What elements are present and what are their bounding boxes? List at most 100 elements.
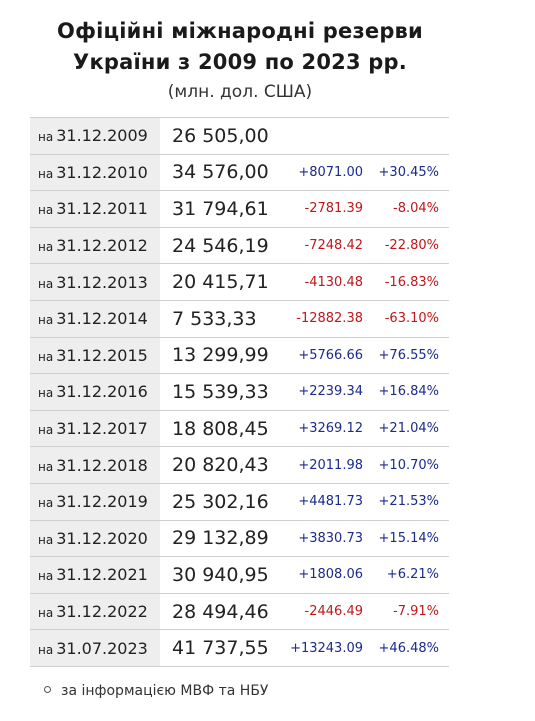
date-cell: на 31.12.2009 (30, 117, 160, 155)
table-row: на 31.12.2017 18 808,45 +3269.12 +21.04% (30, 410, 449, 447)
table-row: на 31.12.2022 28 494,46 -2446.49 -7.91% (30, 593, 449, 630)
reserve-value: 18 808,45 (172, 417, 269, 440)
date-value: 31.12.2013 (56, 272, 148, 292)
reserve-value: 15 539,33 (172, 380, 269, 403)
table-row: на 31.12.2010 34 576,00 +8071.00 +30.45% (30, 154, 449, 191)
change-absolute: +4481.73 (298, 494, 363, 510)
table-row: на 31.12.2009 26 505,00 (30, 117, 449, 155)
reserve-value: 31 794,61 (172, 197, 269, 220)
reserve-value: 29 132,89 (172, 527, 269, 550)
date-value: 31.12.2016 (56, 382, 148, 402)
change-percent: +76.55% (378, 347, 439, 363)
date-value: 31.12.2017 (56, 419, 148, 439)
table-row: на 31.12.2011 31 794,61 -2781.39 -8.04% (30, 190, 449, 228)
page-title-line-2: України з 2009 по 2023 рр. (73, 50, 407, 74)
table-row: на 31.07.2023 41 737,55 +13243.09 +46.48% (30, 629, 449, 667)
change-percent: -8.04% (393, 201, 439, 217)
date-cell: на 31.12.2017 (30, 410, 160, 447)
date-cell: на 31.12.2021 (30, 556, 160, 594)
reserve-value: 13 299,99 (172, 344, 269, 367)
date-prefix: на (38, 532, 54, 547)
date-cell: на 31.12.2013 (30, 263, 160, 301)
reserve-value: 7 533,33 (172, 307, 257, 330)
change-absolute (272, 118, 365, 155)
change-percent: +16.84% (378, 384, 439, 400)
change-percent (365, 118, 449, 155)
date-prefix: на (38, 313, 54, 328)
table-row: на 31.12.2020 29 132,89 +3830.73 +15.14% (30, 520, 449, 557)
date-prefix: на (38, 642, 54, 657)
change-percent: +21.04% (378, 421, 439, 437)
reserve-value: 28 494,46 (172, 600, 269, 623)
table-row: на 31.12.2018 20 820,43 +2011.98 +10.70% (30, 446, 449, 484)
date-value: 31.12.2011 (56, 199, 148, 219)
date-prefix: на (38, 569, 54, 584)
reserve-value: 20 820,43 (172, 454, 269, 477)
change-absolute: +5766.66 (298, 347, 363, 363)
date-cell: на 31.12.2022 (30, 593, 160, 630)
date-cell: на 31.12.2010 (30, 154, 160, 191)
change-percent: +10.70% (378, 457, 439, 473)
hollow-circle-bullet-icon (44, 685, 51, 693)
date-cell: на 31.07.2023 (30, 629, 160, 667)
reserve-value: 30 940,95 (172, 563, 269, 586)
change-percent: +6.21% (386, 567, 439, 583)
date-cell: на 31.12.2019 (30, 483, 160, 521)
table-row: на 31.12.2016 15 539,33 +2239.34 +16.84% (30, 373, 449, 411)
reserve-value: 26 505,00 (172, 124, 269, 147)
date-cell: на 31.12.2014 (30, 300, 160, 338)
change-percent: +46.48% (378, 640, 439, 656)
date-value: 31.12.2010 (56, 162, 148, 182)
change-absolute: -4130.48 (304, 274, 363, 290)
date-value: 31.12.2014 (56, 309, 148, 329)
change-percent: -63.10% (384, 311, 439, 327)
date-value: 31.12.2012 (56, 236, 148, 256)
date-cell: на 31.12.2018 (30, 446, 160, 484)
change-percent: -7.91% (393, 604, 439, 620)
change-percent: -16.83% (384, 274, 439, 290)
change-absolute: +1808.06 (298, 567, 363, 583)
date-value: 31.07.2023 (56, 638, 148, 658)
date-value: 31.12.2018 (56, 455, 148, 475)
date-prefix: на (38, 423, 54, 438)
date-cell: на 31.12.2016 (30, 373, 160, 411)
date-prefix: на (38, 166, 54, 181)
date-prefix: на (38, 240, 54, 255)
table-row: на 31.12.2013 20 415,71 -4130.48 -16.83% (30, 263, 449, 301)
change-absolute: +3269.12 (298, 421, 363, 437)
date-cell: на 31.12.2011 (30, 190, 160, 228)
source-text: за інформацією МВФ та НБУ (61, 683, 269, 699)
date-prefix: на (38, 130, 54, 145)
date-value: 31.12.2009 (56, 126, 148, 146)
reserves-table: на 31.12.2009 26 505,00 на 31.12.2010 34 576,… (30, 117, 449, 667)
reserve-value: 25 302,16 (172, 490, 269, 513)
change-absolute: +2011.98 (298, 457, 363, 473)
table-row: на 31.12.2014 7 533,33 -12882.38 -63.10% (30, 300, 449, 338)
table-row: на 31.12.2021 30 940,95 +1808.06 +6.21% (30, 556, 449, 594)
table-row: на 31.12.2015 13 299,99 +5766.66 +76.55% (30, 337, 449, 374)
change-absolute: +3830.73 (298, 530, 363, 546)
date-prefix: на (38, 606, 54, 621)
date-value: 31.12.2015 (56, 345, 148, 365)
change-absolute: -7248.42 (304, 238, 363, 254)
date-prefix: на (38, 203, 54, 218)
reserve-value: 34 576,00 (172, 161, 269, 184)
change-absolute: +2239.34 (298, 384, 363, 400)
reserve-value: 24 546,19 (172, 234, 269, 257)
change-absolute: -12882.38 (296, 311, 363, 327)
date-prefix: на (38, 459, 54, 474)
date-value: 31.12.2019 (56, 492, 148, 512)
page-title-line-1: Офіційні міжнародні резерви (57, 19, 423, 43)
source-note: за інформацією МВФ та НБУ (44, 681, 268, 701)
change-absolute: -2781.39 (304, 201, 363, 217)
change-percent: +15.14% (378, 530, 439, 546)
date-cell: на 31.12.2020 (30, 520, 160, 557)
table-row: на 31.12.2012 24 546,19 -7248.42 -22.80% (30, 227, 449, 264)
change-percent: +21.53% (378, 494, 439, 510)
date-prefix: на (38, 496, 54, 511)
date-prefix: на (38, 386, 54, 401)
table-row: на 31.12.2019 25 302,16 +4481.73 +21.53% (30, 483, 449, 521)
change-absolute: +8071.00 (298, 164, 363, 180)
date-cell: на 31.12.2015 (30, 337, 160, 374)
change-absolute: -2446.49 (304, 604, 363, 620)
